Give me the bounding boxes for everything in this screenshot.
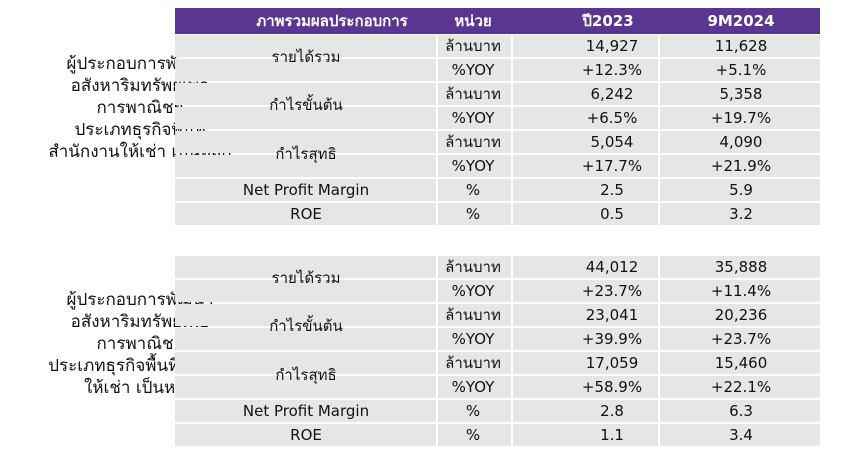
value-2023-cell: 2.5	[600, 181, 624, 199]
unit-cell: %	[465, 402, 481, 420]
value-9m2024-cell: 20,236	[714, 306, 768, 324]
value-9m2024-cell: 3.4	[729, 426, 753, 444]
value-9m2024-cell: +22.1%	[710, 378, 772, 396]
unit-cell: %	[465, 181, 481, 199]
value-9m2024-cell: +11.4%	[710, 282, 772, 300]
column-divider	[436, 35, 438, 225]
metric-gross-profit-label: กำไรขั้นต้น	[269, 96, 343, 114]
value-9m2024-cell: 5,358	[719, 85, 763, 103]
value-2023-cell: 14,927	[585, 37, 639, 55]
value-2023-cell: +58.9%	[581, 378, 643, 396]
unit-cell: ล้านบาท	[445, 306, 501, 324]
value-2023-cell: 0.5	[600, 205, 624, 223]
unit-cell: %YOY	[451, 330, 495, 348]
value-9m2024-cell: 5.9	[729, 181, 753, 199]
unit-cell: %YOY	[451, 157, 495, 175]
company-2-line-3: การพาณิชย์	[96, 334, 184, 354]
value-9m2024-cell: 11,628	[714, 37, 768, 55]
value-2023-cell: +39.9%	[581, 330, 643, 348]
column-divider	[511, 256, 513, 446]
metric-label-cell: Net Profit Margin	[242, 402, 370, 420]
table-header: ภาพรวมผลประกอบการ หน่วย ปี2023 9M2024	[175, 8, 820, 34]
column-divider	[436, 256, 438, 446]
metric-label-cell: Net Profit Margin	[242, 181, 370, 199]
value-9m2024-cell: +21.9%	[710, 157, 772, 175]
value-2023-cell: 6,242	[590, 85, 634, 103]
value-9m2024-cell: 35,888	[714, 258, 768, 276]
metric-net-profit-label: กำไรสุทธิ	[275, 366, 337, 384]
value-9m2024-cell: +19.7%	[710, 109, 772, 127]
value-9m2024-cell: +23.7%	[710, 330, 772, 348]
unit-cell: %YOY	[451, 282, 495, 300]
value-9m2024-cell: +5.1%	[715, 61, 767, 79]
metric-label-cell: ROE	[290, 205, 322, 223]
metric-net-profit-label: กำไรสุทธิ	[275, 145, 337, 163]
value-2023-cell: 44,012	[585, 258, 639, 276]
value-2023-cell: +6.5%	[586, 109, 638, 127]
value-9m2024-cell: 6.3	[729, 402, 753, 420]
company-1-line-2: อสังหาริมทรัพย์เพื่อ	[70, 76, 210, 96]
value-2023-cell: 17,059	[585, 354, 639, 372]
column-divider	[511, 35, 513, 225]
header-9m2024: 9M2024	[707, 12, 775, 30]
value-2023-cell: 2.8	[600, 402, 624, 420]
value-2023-cell: +17.7%	[581, 157, 643, 175]
value-2023-cell: +23.7%	[581, 282, 643, 300]
column-divider	[658, 35, 660, 225]
column-divider	[658, 256, 660, 446]
metric-gross-profit-label: กำไรขั้นต้น	[269, 317, 343, 335]
value-9m2024-cell: 3.2	[729, 205, 753, 223]
unit-cell: ล้านบาท	[445, 354, 501, 372]
value-2023-cell: 5,054	[590, 133, 634, 151]
value-9m2024-cell: 4,090	[719, 133, 763, 151]
table-row: ROE % 1.1 3.4	[175, 424, 820, 446]
company-2-line-2: อสังหาริมทรัพย์เพื่อ	[70, 312, 210, 332]
value-2023-cell: +12.3%	[581, 61, 643, 79]
table-row: Net Profit Margin % 2.8 6.3	[175, 400, 820, 422]
company-2-line-5: ให้เช่า เป็นหลัก	[84, 378, 196, 398]
unit-cell: %YOY	[451, 61, 495, 79]
metric-label-cell: ROE	[290, 426, 322, 444]
value-9m2024-cell: 15,460	[714, 354, 768, 372]
unit-cell: ล้านบาท	[445, 85, 501, 103]
unit-cell: %YOY	[451, 378, 495, 396]
unit-cell: %	[465, 426, 481, 444]
unit-cell: ล้านบาท	[445, 37, 501, 55]
company-1-line-4: ประเภทธุรกิจพื้นที่	[74, 120, 206, 140]
unit-cell: %YOY	[451, 109, 495, 127]
value-2023-cell: 1.1	[600, 426, 624, 444]
header-unit: หน่วย	[454, 12, 492, 30]
metric-revenue-label: รายได้รวม	[271, 48, 341, 66]
header-metric: ภาพรวมผลประกอบการ	[256, 12, 408, 30]
table-row: Net Profit Margin % 2.5 5.9	[175, 179, 820, 201]
unit-cell: ล้านบาท	[445, 258, 501, 276]
metric-revenue-label: รายได้รวม	[271, 269, 341, 287]
table-row: ROE % 0.5 3.2	[175, 203, 820, 225]
value-2023-cell: 23,041	[585, 306, 639, 324]
unit-cell: ล้านบาท	[445, 133, 501, 151]
unit-cell: %	[465, 205, 481, 223]
company-1-line-3: การพาณิชย์	[96, 98, 184, 118]
header-year-2023: ปี2023	[582, 12, 634, 30]
